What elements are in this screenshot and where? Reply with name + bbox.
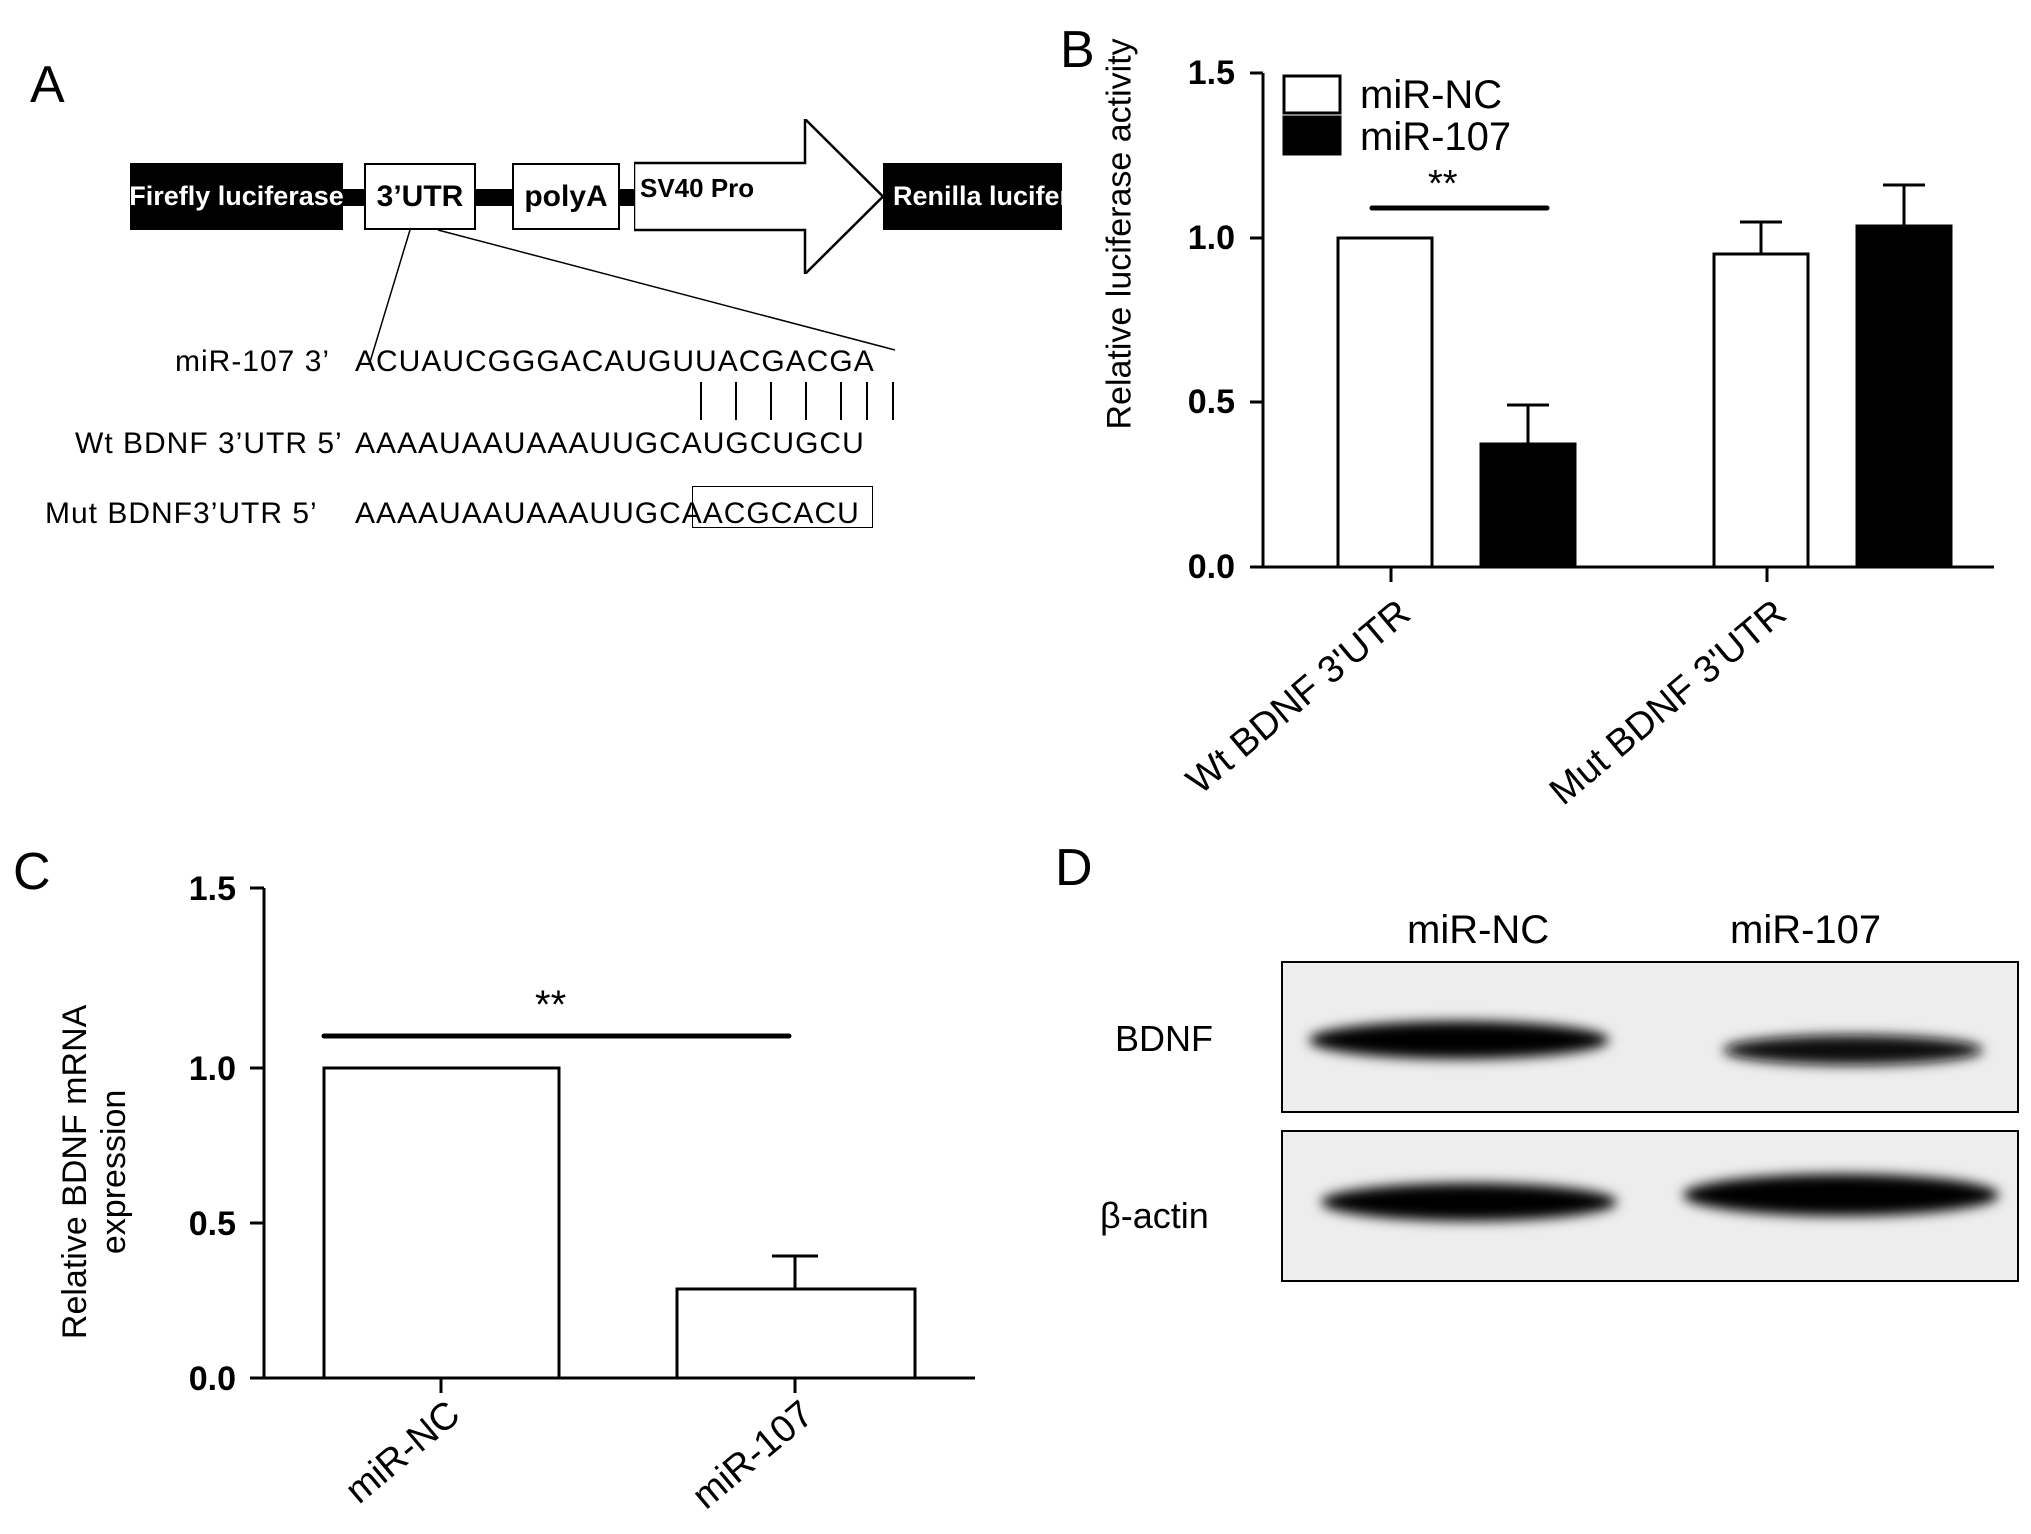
svg-text:1.5: 1.5: [189, 870, 236, 908]
svg-text:1.0: 1.0: [1188, 219, 1235, 257]
svg-text:0.5: 0.5: [1188, 383, 1235, 421]
svg-text:1.5: 1.5: [1188, 54, 1235, 92]
svg-text:0.0: 0.0: [1188, 548, 1235, 586]
svg-text:0.0: 0.0: [189, 1360, 236, 1398]
svg-text:1.0: 1.0: [189, 1050, 236, 1088]
svg-text:**: **: [1428, 163, 1458, 205]
svg-text:miR-NC: miR-NC: [1360, 73, 1502, 117]
svg-text:**: **: [535, 983, 566, 1027]
svg-text:miR-107: miR-107: [1360, 115, 1511, 159]
svg-text:0.5: 0.5: [189, 1205, 236, 1243]
